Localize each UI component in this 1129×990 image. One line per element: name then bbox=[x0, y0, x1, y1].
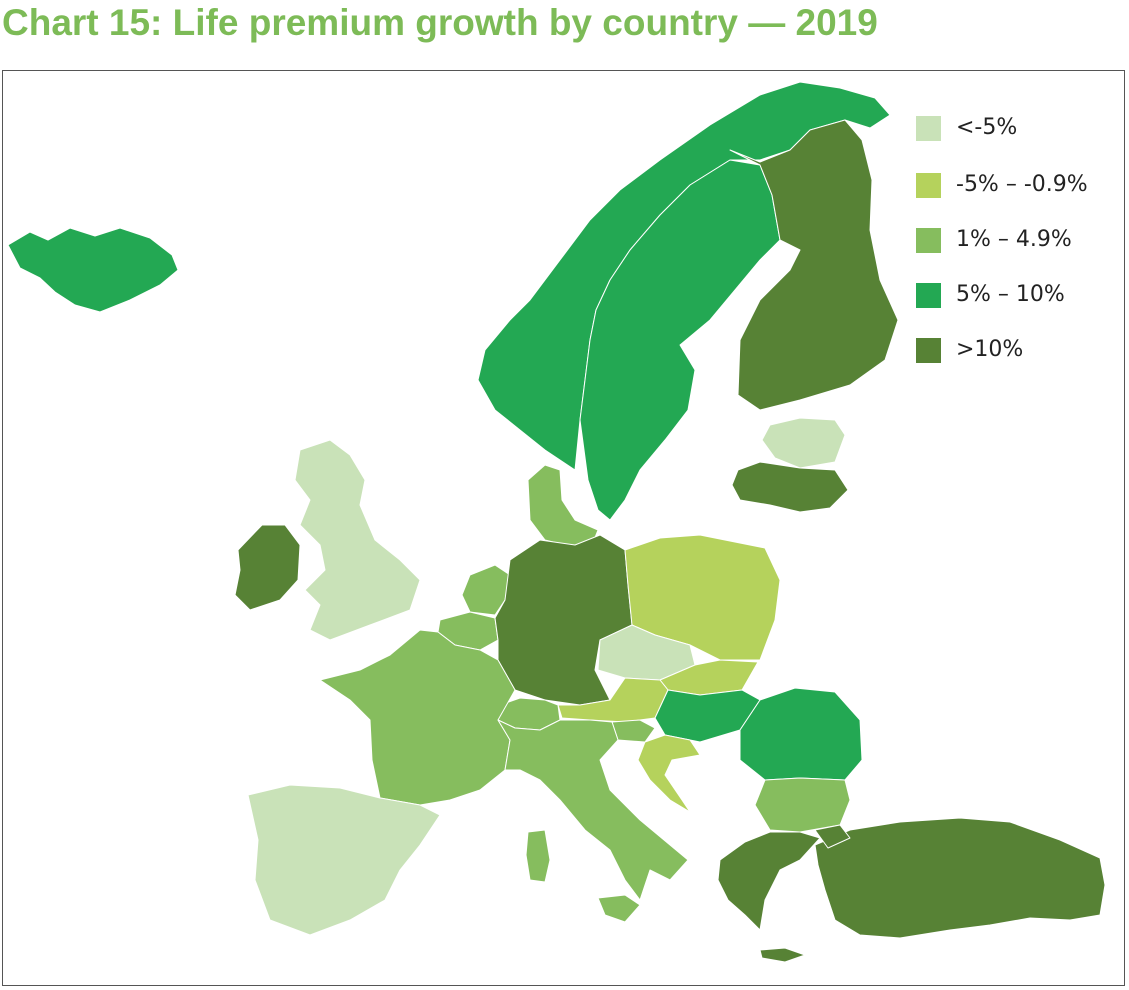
country-bulgaria[interactable] bbox=[754, 777, 851, 833]
country-slovenia[interactable] bbox=[611, 719, 656, 743]
country-netherlands[interactable] bbox=[461, 564, 511, 616]
country-turkey[interactable] bbox=[814, 817, 1106, 939]
country-italy-sicily[interactable] bbox=[597, 894, 641, 923]
legend-swatch-lt-minus5 bbox=[916, 116, 941, 141]
legend-swatch-1-to-4-9 bbox=[916, 228, 941, 253]
map-frame bbox=[2, 70, 1125, 986]
country-greece-crete[interactable] bbox=[759, 947, 806, 963]
country-finland[interactable] bbox=[729, 119, 899, 411]
country-turkey-thrace[interactable] bbox=[814, 824, 851, 849]
legend-label-minus5-to-minus09: -5% – -0.9% bbox=[956, 172, 1088, 197]
country-france[interactable] bbox=[319, 629, 516, 806]
country-ireland[interactable] bbox=[234, 524, 301, 611]
legend-label-5-to-10: 5% – 10% bbox=[956, 282, 1065, 307]
country-greece[interactable] bbox=[717, 831, 821, 931]
legend-swatch-minus5-to-minus09 bbox=[916, 173, 941, 198]
legend-label-lt-minus5: <-5% bbox=[956, 115, 1018, 140]
country-sweden[interactable] bbox=[579, 159, 781, 521]
country-romania[interactable] bbox=[739, 687, 863, 781]
legend-swatch-gt-10 bbox=[916, 338, 941, 363]
country-united-kingdom[interactable] bbox=[294, 439, 421, 641]
country-spain[interactable] bbox=[247, 784, 441, 936]
country-iceland[interactable] bbox=[7, 227, 179, 313]
country-latvia[interactable] bbox=[731, 461, 849, 513]
country-denmark[interactable] bbox=[527, 464, 599, 551]
country-croatia[interactable] bbox=[637, 734, 701, 813]
country-italy[interactable] bbox=[497, 719, 689, 901]
country-italy-sardinia[interactable] bbox=[525, 829, 551, 883]
country-germany[interactable] bbox=[494, 534, 633, 706]
country-estonia[interactable] bbox=[761, 417, 846, 469]
legend-label-gt-10: >10% bbox=[956, 337, 1024, 362]
legend-swatch-5-to-10 bbox=[916, 283, 941, 308]
legend-label-1-to-4-9: 1% – 4.9% bbox=[956, 227, 1072, 252]
chart-title: Chart 15: Life premium growth by country… bbox=[2, 2, 878, 43]
